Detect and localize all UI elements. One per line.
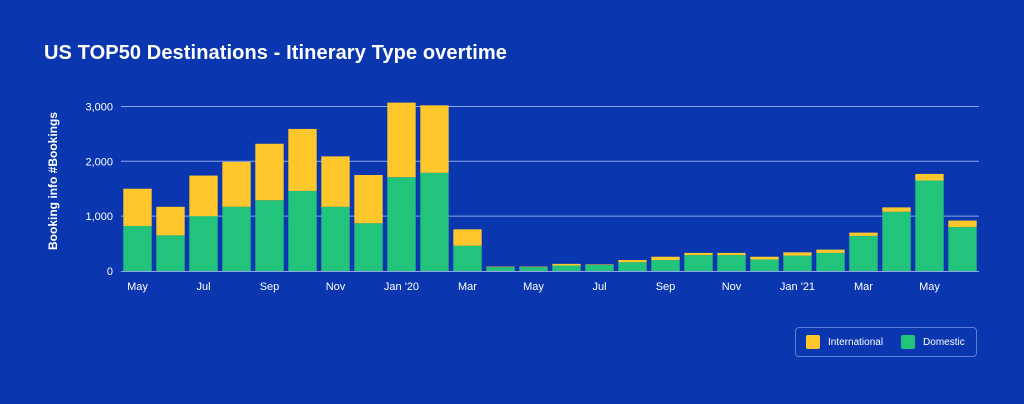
- bar-international: [486, 266, 515, 268]
- bar-domestic: [915, 180, 944, 271]
- bar-domestic: [882, 211, 911, 271]
- bar-domestic: [354, 223, 383, 271]
- bar-international: [552, 263, 581, 266]
- bar-domestic: [717, 255, 746, 271]
- y-tick-label: 0: [107, 266, 113, 278]
- legend-item-domestic[interactable]: Domestic: [901, 335, 965, 349]
- chart-title: US TOP50 Destinations - Itinerary Type o…: [44, 42, 507, 64]
- bar-international: [123, 188, 152, 227]
- x-tick-label: Jan '21: [780, 281, 815, 293]
- y-tick-label: 2,000: [85, 156, 113, 168]
- bar-international: [750, 256, 779, 260]
- bar-international: [684, 252, 713, 256]
- legend-swatch-domestic: [901, 335, 916, 349]
- x-tick-label: Nov: [722, 281, 742, 293]
- x-tick-label: Jan '20: [384, 281, 419, 293]
- bar-domestic: [387, 177, 416, 271]
- bar-domestic: [948, 227, 977, 271]
- bar-domestic: [552, 265, 581, 271]
- x-tick-label: May: [919, 281, 940, 293]
- bar-domestic: [816, 252, 845, 271]
- bar-domestic: [255, 200, 284, 271]
- bar-international: [255, 143, 284, 201]
- bar-domestic: [618, 262, 647, 271]
- bar-international: [651, 256, 680, 261]
- x-tick-label: May: [127, 281, 148, 293]
- bar-international: [849, 232, 878, 236]
- x-tick-label: Mar: [854, 281, 873, 293]
- bar-international: [354, 175, 383, 224]
- bar-domestic: [420, 172, 449, 271]
- bar-international: [222, 161, 251, 207]
- bar-international: [948, 220, 977, 228]
- bar-international: [321, 156, 350, 207]
- bar-international: [288, 128, 317, 191]
- x-tick-label: May: [523, 281, 544, 293]
- bar-international: [585, 264, 614, 265]
- bar-domestic: [321, 206, 350, 271]
- bar-domestic: [585, 264, 614, 271]
- x-tick-label: Sep: [656, 281, 676, 293]
- bar-domestic: [288, 190, 317, 271]
- y-tick-label: 3,000: [85, 101, 113, 113]
- bar-domestic: [453, 245, 482, 271]
- x-tick-label: Sep: [260, 281, 280, 293]
- bar-domestic: [189, 216, 218, 271]
- bar-international: [717, 252, 746, 256]
- y-tick-label: 1,000: [85, 211, 113, 223]
- bar-international: [420, 105, 449, 173]
- bar-domestic: [684, 255, 713, 271]
- chart-legend: International Domestic: [795, 327, 977, 357]
- y-axis-label: Booking info #Bookings: [46, 112, 60, 250]
- bar-domestic: [156, 235, 185, 271]
- legend-label-domestic: Domestic: [923, 336, 965, 348]
- bar-international: [816, 249, 845, 253]
- bar-domestic: [222, 206, 251, 271]
- bar-international: [189, 175, 218, 217]
- x-tick-label: Mar: [458, 281, 477, 293]
- bar-international: [915, 173, 944, 181]
- legend-item-international[interactable]: International: [806, 335, 883, 349]
- bar-international: [519, 266, 548, 268]
- bar-domestic: [651, 260, 680, 271]
- bar-domestic: [783, 255, 812, 271]
- bar-international: [783, 252, 812, 256]
- x-tick-label: Jul: [592, 281, 606, 293]
- bar-international: [618, 260, 647, 263]
- bar-international: [453, 229, 482, 246]
- x-tick-label: Jul: [196, 281, 210, 293]
- bar-international: [387, 102, 416, 178]
- bar-domestic: [519, 267, 548, 271]
- bar-international: [882, 207, 911, 212]
- bar-domestic: [123, 226, 152, 271]
- bar-domestic: [750, 259, 779, 271]
- legend-label-international: International: [828, 336, 884, 348]
- bar-domestic: [849, 235, 878, 271]
- bar-international: [156, 206, 185, 236]
- bar-domestic: [486, 267, 515, 271]
- x-tick-label: Nov: [326, 281, 346, 293]
- legend-swatch-international: [806, 335, 820, 349]
